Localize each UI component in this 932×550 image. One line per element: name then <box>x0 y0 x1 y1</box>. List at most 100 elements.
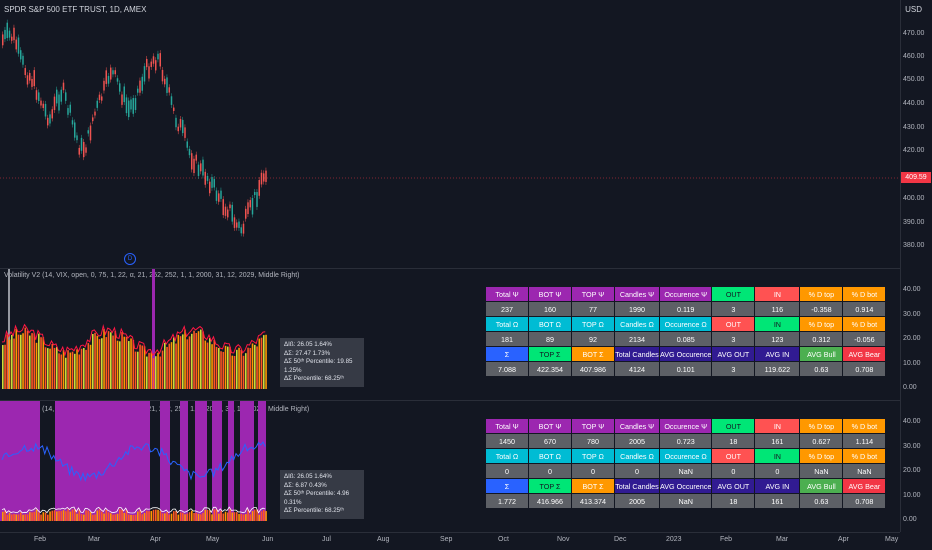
time-tick: Feb <box>720 536 733 543</box>
time-tick: Apr <box>838 536 849 543</box>
table-cell: TOP Ω <box>572 317 614 331</box>
table-cell: NaN <box>660 494 712 508</box>
price-tick: 390.00 <box>903 219 925 226</box>
table-cell: 18 <box>712 494 755 508</box>
table-row: 237 160 77 1990 0.119 3 116 -0.358 0.914 <box>486 302 886 316</box>
table-cell: 123 <box>755 332 800 346</box>
table-cell: IN <box>755 317 800 331</box>
table-row: 1450 670 780 2005 0.723 18 161 0.627 1.114 <box>486 434 886 448</box>
table-cell: 2134 <box>615 332 659 346</box>
table-cell: IN <box>755 449 800 463</box>
table-cell: Total Ψ <box>486 419 528 433</box>
table-cell: OUT <box>712 287 755 301</box>
table-cell: 119.622 <box>755 362 800 376</box>
table-cell: BOT Σ <box>572 479 614 493</box>
table-cell: 0 <box>755 464 800 478</box>
table-cell: % D top <box>800 449 843 463</box>
time-tick: May <box>206 536 220 543</box>
indicator1-title[interactable]: Volatility V2 (14, VIX, open, 0, 75, 1, … <box>4 272 300 279</box>
table-cell: 89 <box>529 332 571 346</box>
table-cell: Total Ψ <box>486 287 528 301</box>
table-cell: Σ <box>486 347 528 361</box>
table-cell: 0.119 <box>660 302 712 316</box>
stats-table-2: Total Ψ BOT Ψ TOP Ψ Candles Ψ Occurence Ψ OUT… <box>485 418 886 509</box>
tooltip-line: ΔΣ Percentile: 68.25ᵗʰ <box>284 507 344 514</box>
time-tick: May <box>885 536 899 543</box>
time-tick: Oct <box>498 536 509 543</box>
tooltip-line: ΔΣ Percentile: 68.25ᵗʰ <box>284 375 344 382</box>
table-cell: 0 <box>486 464 528 478</box>
table-cell: Candles Ω <box>615 449 659 463</box>
indicator2-tooltip: ΔIß: 26.05 1.64% ΔΣ: 6.87 0.43% ΔΣ 50ᵗʰ … <box>280 470 364 519</box>
table-cell: 1450 <box>486 434 528 448</box>
indicator2-title[interactable]: Volatility V2 (14, VIX, open, 0, 65, 0.2… <box>4 406 310 413</box>
time-tick: Jun <box>262 536 274 543</box>
table-cell: Candles Ψ <box>615 287 659 301</box>
table-cell: AVG IN <box>755 347 800 361</box>
table-cell: TOP Ψ <box>572 287 614 301</box>
table-cell: OUT <box>712 419 755 433</box>
indicator1-plot[interactable] <box>0 269 900 400</box>
tooltip-line: ΔΣ: 27.47 1.73% <box>284 349 331 357</box>
table-row: Total Ψ BOT Ψ TOP Ψ Candles Ψ Occurence Ψ OUT… <box>486 287 886 301</box>
table-row: 1.772 416.966 413.374 2005 NaN 18 161 0.63 0.708 <box>486 494 886 508</box>
last-price-badge: 409.59 <box>901 172 931 183</box>
table-cell: Total Ω <box>486 449 528 463</box>
table-cell: 4124 <box>615 362 659 376</box>
table-cell: 0.627 <box>800 434 843 448</box>
table-cell: 0.708 <box>843 494 886 508</box>
table-cell: 416.966 <box>529 494 571 508</box>
table-cell: Occurence Ψ <box>660 419 712 433</box>
table-cell: TOP Σ <box>529 479 571 493</box>
table-cell: 1.772 <box>486 494 528 508</box>
indicator-tick: 10.00 <box>903 359 921 367</box>
pane-separator-2[interactable] <box>0 400 900 401</box>
table-cell: OUT <box>712 317 755 331</box>
table-cell: 0.63 <box>800 362 843 376</box>
table-cell: AVG OUT <box>712 347 755 361</box>
table-cell: 1990 <box>615 302 659 316</box>
time-tick: Apr <box>150 536 161 543</box>
price-tick: 460.00 <box>903 53 925 60</box>
table-cell: NaN <box>800 464 843 478</box>
indicator-tick: 20.00 <box>903 335 921 342</box>
indicator-tick: 0.00 <box>903 384 917 391</box>
table-cell: 3 <box>712 362 755 376</box>
indicator1-tooltip: ΔIß: 26.05 1.64% ΔΣ: 27.47 1.73% ΔΣ 50ᵗʰ… <box>280 338 364 387</box>
table-cell: Total Ω <box>486 317 528 331</box>
tooltip-line: ΔIß: 26.05 1.64% <box>284 473 332 480</box>
pane-separator-1[interactable] <box>0 268 900 269</box>
time-tick: Nov <box>557 536 570 543</box>
chart-symbol-title[interactable]: SPDR S&P 500 ETF TRUST, 1D, AMEX <box>4 5 147 14</box>
table-cell: BOT Ψ <box>529 419 571 433</box>
table-cell: 181 <box>486 332 528 346</box>
indicator-tick: 40.00 <box>903 418 921 425</box>
table-cell: 0.63 <box>800 494 843 508</box>
table-cell: 92 <box>572 332 614 346</box>
table-cell: % D bot <box>843 317 886 331</box>
indicator2-plot[interactable] <box>0 401 900 532</box>
price-tick: 380.00 <box>903 242 925 249</box>
table-cell: % D bot <box>843 287 886 301</box>
time-tick: Aug <box>377 536 390 543</box>
table-cell: Candles Ψ <box>615 419 659 433</box>
table-cell: 0 <box>529 464 571 478</box>
table-row: 181 89 92 2134 0.085 3 123 0.312 -0.056 <box>486 332 886 346</box>
table-cell: 161 <box>755 434 800 448</box>
table-cell: 0.723 <box>660 434 712 448</box>
dividend-marker[interactable]: D <box>124 253 136 265</box>
table-cell: % D bot <box>843 419 886 433</box>
price-candles-chart[interactable] <box>0 0 900 268</box>
indicator-tick: 10.00 <box>903 491 921 499</box>
price-tick: 450.00 <box>903 76 925 83</box>
indicator-tick: 30.00 <box>903 310 921 318</box>
table-cell: BOT Σ <box>572 347 614 361</box>
table-cell: % D top <box>800 419 843 433</box>
table-cell: 2005 <box>615 494 659 508</box>
table-cell: 160 <box>529 302 571 316</box>
table-cell: Σ <box>486 479 528 493</box>
table-cell: 0.914 <box>843 302 886 316</box>
table-row: Total Ω BOT Ω TOP Ω Candles Ω Occurence Ω OUT… <box>486 317 886 331</box>
table-row: Σ TOP Σ BOT Σ Total Candles AVG Occurence AVG… <box>486 347 886 361</box>
table-cell: 18 <box>712 434 755 448</box>
